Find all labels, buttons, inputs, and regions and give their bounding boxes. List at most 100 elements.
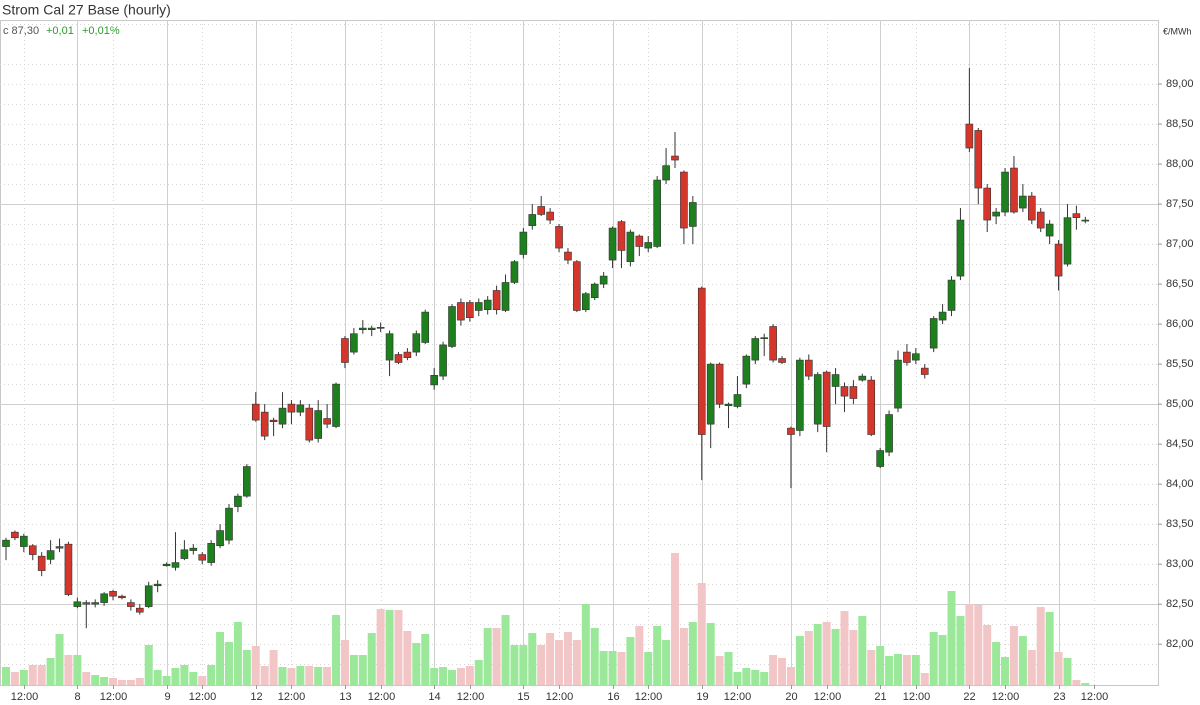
- volume-bar: [421, 634, 430, 685]
- candle-body: [421, 311, 430, 343]
- x-tick-label: 12:00: [814, 691, 842, 703]
- last-price: c 87,30: [3, 25, 39, 37]
- volume-bar: [858, 616, 867, 685]
- volume-bar: [902, 655, 911, 685]
- candle-body: [430, 375, 438, 386]
- candle-body: [1001, 171, 1009, 213]
- volume-bar: [439, 667, 448, 685]
- volume-bar: [216, 632, 225, 685]
- candle-body: [305, 407, 314, 441]
- candle-body: [992, 211, 1000, 217]
- candle-body: [733, 394, 742, 407]
- candle-body: [831, 374, 840, 387]
- candle-body: [965, 123, 974, 149]
- volume-bar: [546, 633, 555, 685]
- volume-bar: [260, 666, 269, 685]
- volume-bar: [1045, 612, 1054, 685]
- candle-body: [207, 543, 215, 563]
- volume-bar: [358, 655, 367, 685]
- volume-bar: [340, 640, 349, 685]
- volume-bar: [733, 672, 742, 685]
- candle-body: [644, 242, 653, 249]
- candle-body: [760, 337, 769, 339]
- candle-body: [724, 403, 733, 407]
- candle-body: [608, 227, 617, 261]
- x-tick-label: 16: [607, 691, 619, 703]
- volume-bar: [207, 665, 216, 685]
- candle-body: [11, 531, 19, 539]
- candle-body: [1036, 211, 1045, 229]
- volume-bar: [109, 678, 118, 685]
- volume-bar: [831, 629, 840, 685]
- x-tick-label: 13: [339, 691, 351, 703]
- candle-body: [367, 327, 376, 330]
- y-tick-label: 85,50: [1166, 358, 1194, 370]
- volume-bar: [804, 631, 813, 685]
- candle-body: [947, 279, 956, 311]
- axes: 82,00 82,50 83,00 83,50 84,00 84,50 85,00 85,50…: [11, 78, 1194, 703]
- candle-body: [501, 282, 510, 311]
- volume-bar: [778, 658, 787, 685]
- volume-bar: [412, 643, 421, 685]
- candle-body: [938, 311, 947, 321]
- volume-bar: [751, 670, 760, 685]
- volume-bar: [626, 637, 635, 685]
- x-tick-label: 22: [963, 691, 975, 703]
- candle-body: [287, 403, 296, 413]
- y-tick-label: 84,50: [1166, 438, 1194, 450]
- chart-title: Strom Cal 27 Base (hourly): [2, 2, 171, 18]
- volume-bar: [590, 628, 599, 685]
- candle-body: [1045, 223, 1054, 237]
- candle-body: [180, 549, 189, 559]
- x-tick-label: 12:00: [635, 691, 663, 703]
- candle-body: [599, 275, 608, 285]
- candle-body: [448, 306, 456, 347]
- candle-body: [564, 251, 572, 261]
- candle-body: [546, 211, 554, 221]
- volume-bar: [465, 666, 474, 685]
- candle-body: [341, 338, 349, 363]
- volume-bar: [153, 670, 162, 685]
- x-tick-label: 12:00: [903, 691, 931, 703]
- volume-bar: [742, 668, 751, 685]
- x-tick-label: 12:00: [189, 691, 217, 703]
- x-tick-label: 12:00: [11, 691, 39, 703]
- candle-body: [260, 411, 269, 437]
- candle-body: [983, 187, 992, 221]
- volume-bar: [474, 660, 483, 685]
- x-tick-label: 19: [696, 691, 708, 703]
- volume-bar: [430, 668, 439, 685]
- x-tick-label: 12:00: [546, 691, 574, 703]
- candle-body: [457, 302, 465, 321]
- volume-bar: [46, 658, 55, 685]
- volume-bar: [28, 665, 37, 685]
- candle-body: [474, 302, 483, 311]
- x-tick-label: 14: [428, 691, 440, 703]
- candle-body: [653, 179, 661, 247]
- candle-body: [510, 261, 519, 283]
- y-tick-label: 85,00: [1166, 398, 1194, 410]
- candle-body: [189, 547, 198, 551]
- volume-bar: [715, 656, 724, 685]
- volume-bar: [697, 583, 706, 685]
- candle-body: [350, 333, 358, 353]
- volume-bar: [537, 645, 546, 685]
- volume-bar: [662, 640, 671, 685]
- candle-body: [376, 326, 385, 329]
- volume-bar: [706, 623, 715, 685]
- candle-body: [171, 562, 180, 568]
- candle-body: [1054, 243, 1063, 277]
- volume-bar: [929, 632, 938, 685]
- candle-body: [528, 214, 537, 226]
- candle-body: [635, 235, 644, 247]
- x-tick-label: 8: [74, 691, 80, 703]
- volume-bar: [894, 654, 902, 685]
- volume-bar: [911, 655, 920, 685]
- candle-body: [680, 171, 688, 229]
- volume-bar: [376, 609, 385, 685]
- x-tick-label: 20: [785, 691, 797, 703]
- volume-bar: [483, 628, 492, 685]
- volume-bar: [840, 611, 849, 685]
- candle-body: [858, 375, 867, 381]
